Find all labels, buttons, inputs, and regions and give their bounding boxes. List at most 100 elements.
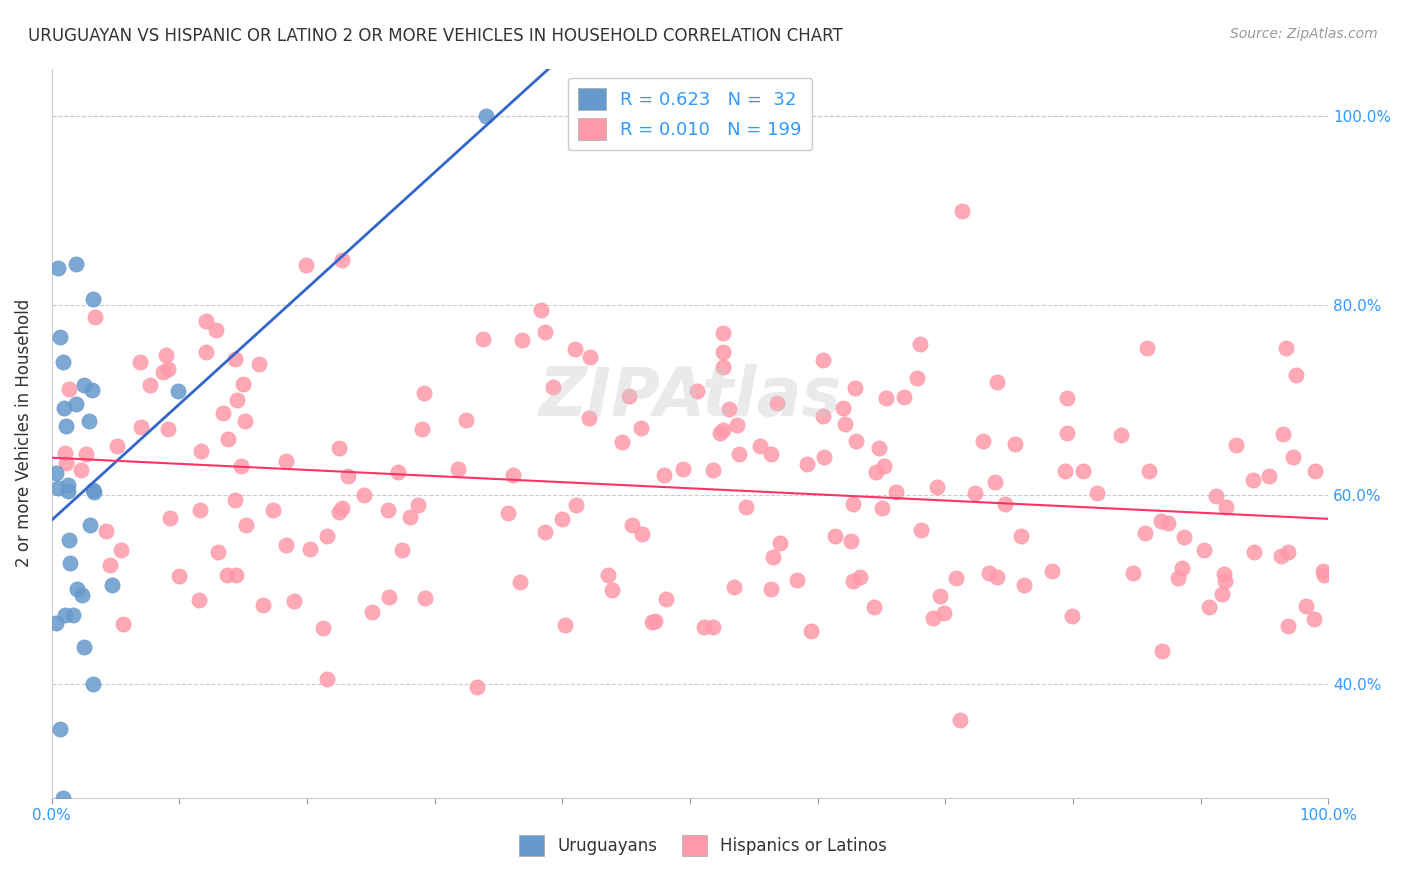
Point [630,421,652,435]
Point [316,672,339,686]
Point [884,484,907,499]
Point [1136,342,1159,356]
Point [1312,564,1334,578]
Point [1213,574,1236,588]
Point [709,425,731,440]
Point [1303,612,1326,626]
Point [984,475,1007,489]
Point [194,345,217,359]
Point [922,611,945,625]
Point [56,477,79,491]
Point [1257,469,1279,483]
Point [353,488,375,502]
Point [1277,545,1299,559]
Point [612,434,634,449]
Point [620,517,643,532]
Point [215,567,238,582]
Point [377,590,399,604]
Point [702,463,724,477]
Point [415,591,437,605]
Point [834,417,856,431]
Point [1056,426,1078,441]
Point [225,393,247,408]
Point [211,406,233,420]
Point [862,600,884,615]
Point [1010,529,1032,543]
Point [564,342,586,356]
Point [713,345,735,359]
Point [865,465,887,479]
Point [748,439,770,453]
Point [328,441,350,455]
Point [105,439,128,453]
Point [467,680,489,694]
Point [408,498,430,512]
Point [1122,566,1144,580]
Point [766,396,789,410]
Point [471,332,494,346]
Point [711,359,734,374]
Point [51,791,73,805]
Point [1243,545,1265,559]
Point [718,402,741,417]
Point [55,418,77,433]
Point [813,450,835,464]
Point [972,434,994,448]
Point [655,592,678,607]
Point [56,484,79,499]
Point [59,556,82,570]
Point [1085,485,1108,500]
Point [1225,438,1247,452]
Point [190,444,212,458]
Point [84,310,107,324]
Point [640,615,662,630]
Point [82,677,104,691]
Point [1135,525,1157,540]
Point [910,524,932,538]
Point [94,524,117,538]
Point [534,325,557,339]
Point [1198,600,1220,615]
Point [579,350,602,364]
Point [672,462,695,476]
Point [873,458,896,473]
Point [247,357,270,371]
Point [711,423,734,437]
Point [949,713,972,727]
Point [711,326,734,340]
Point [55,456,77,470]
Point [631,527,654,541]
Point [45,615,67,630]
Point [910,336,932,351]
Point [207,544,229,558]
Point [644,614,666,628]
Point [82,483,104,497]
Point [1270,549,1292,563]
Point [205,323,228,337]
Point [842,498,865,512]
Point [769,535,792,549]
Point [454,413,477,427]
Point [73,640,96,655]
Point [77,414,100,428]
Point [188,503,211,517]
Point [842,574,865,589]
Point [129,419,152,434]
Point [723,581,745,595]
Point [875,391,897,405]
Point [1150,514,1173,528]
Point [233,414,256,428]
Point [1241,473,1264,487]
Point [759,582,782,596]
Point [844,381,866,395]
Point [337,468,360,483]
Point [800,624,823,638]
Point [796,457,818,471]
Legend: R = 0.623   N =  32, R = 0.010   N = 199: R = 0.623 N = 32, R = 0.010 N = 199 [568,78,813,151]
Point [543,380,565,394]
Point [58,533,80,547]
Point [159,510,181,524]
Point [596,567,619,582]
Legend: Uruguayans, Hispanics or Latinos: Uruguayans, Hispanics or Latinos [509,825,897,866]
Point [157,362,180,376]
